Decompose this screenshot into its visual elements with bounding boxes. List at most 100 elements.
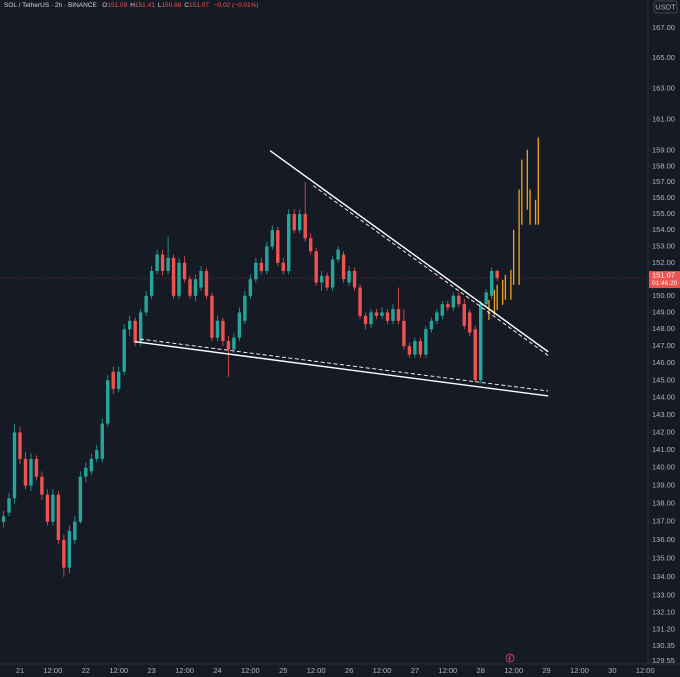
candle-body bbox=[138, 312, 143, 343]
candle-body bbox=[193, 279, 198, 296]
candle-body bbox=[462, 304, 466, 326]
x-tick-label: 22 bbox=[82, 666, 90, 675]
candle-body bbox=[122, 329, 126, 372]
candle-body bbox=[489, 270, 494, 296]
x-tick-label: 12:00 bbox=[44, 666, 63, 675]
y-tick-label: 147.00 bbox=[652, 341, 675, 350]
y-tick-label: 150.00 bbox=[652, 291, 675, 300]
candle-body bbox=[281, 262, 285, 271]
y-tick-label: 155.00 bbox=[652, 209, 675, 218]
x-tick-label: 12:00 bbox=[109, 666, 128, 675]
x-tick-label: 12:00 bbox=[373, 666, 392, 675]
candle-body bbox=[413, 341, 417, 355]
x-tick-label: 12:00 bbox=[504, 666, 523, 675]
candle-body bbox=[276, 230, 280, 263]
y-tick-label: 163.00 bbox=[652, 84, 675, 93]
y-tick-label: 133.00 bbox=[652, 591, 675, 600]
candle-body bbox=[303, 214, 307, 239]
y-tick-label: 167.00 bbox=[652, 23, 675, 32]
candle-body bbox=[182, 262, 187, 280]
candle-body bbox=[402, 320, 406, 347]
candle-body bbox=[292, 214, 296, 231]
candle-body bbox=[429, 320, 434, 330]
trendline bbox=[134, 341, 549, 397]
candle-body bbox=[385, 312, 390, 321]
y-tick-label: 153.00 bbox=[652, 241, 675, 250]
candle-body bbox=[40, 476, 44, 495]
candle-body bbox=[226, 341, 231, 350]
trendline bbox=[269, 150, 549, 353]
candle-body bbox=[1, 516, 6, 522]
candle-body bbox=[248, 279, 253, 296]
candle-body bbox=[127, 320, 132, 330]
candle-body bbox=[446, 304, 450, 308]
candle-body bbox=[495, 270, 499, 279]
lightning-bolt[interactable] bbox=[507, 654, 512, 662]
candle-body bbox=[117, 371, 121, 389]
candle-body bbox=[45, 494, 50, 522]
candle-body bbox=[177, 262, 181, 296]
candle-body bbox=[84, 467, 88, 477]
candle-body bbox=[149, 270, 154, 296]
plot-area bbox=[0, 137, 648, 577]
y-tick-label: 156.00 bbox=[652, 193, 675, 202]
candle-body bbox=[287, 214, 291, 271]
candle-body bbox=[67, 530, 72, 568]
y-tick-label: 140.00 bbox=[652, 463, 675, 472]
lightning-circle[interactable] bbox=[505, 653, 515, 663]
candle-body bbox=[380, 312, 384, 316]
candle-body bbox=[484, 292, 488, 305]
candle-body bbox=[111, 371, 115, 389]
candle-body bbox=[188, 279, 192, 296]
candle-body bbox=[341, 254, 346, 280]
candle-body bbox=[374, 312, 379, 316]
y-tick-label: 149.00 bbox=[652, 307, 675, 316]
lightning-icon[interactable] bbox=[505, 653, 515, 663]
ohlc-value: 150.88 bbox=[161, 2, 182, 9]
candle-body bbox=[100, 423, 104, 459]
candle-body bbox=[336, 249, 340, 260]
x-tick-label: 12:00 bbox=[175, 666, 194, 675]
candle-body bbox=[221, 320, 225, 342]
y-tick-label: 158.00 bbox=[652, 161, 675, 170]
candle-body bbox=[254, 262, 258, 280]
y-tick-label: 144.00 bbox=[652, 393, 675, 402]
y-tick-label: 152.00 bbox=[652, 258, 675, 267]
candle-body bbox=[363, 315, 368, 325]
y-tick-label: 136.00 bbox=[652, 535, 675, 544]
y-tick-label: 137.00 bbox=[652, 517, 675, 526]
last-price-label: 151.07 bbox=[652, 271, 675, 280]
candle-body bbox=[314, 251, 318, 283]
x-tick-label: 24 bbox=[213, 666, 221, 675]
ohlc-key: O bbox=[102, 2, 108, 9]
candle-body bbox=[106, 380, 110, 424]
candle-body bbox=[369, 312, 373, 325]
candle-body bbox=[62, 540, 66, 568]
currency-box[interactable] bbox=[653, 0, 678, 14]
trendline bbox=[312, 185, 549, 356]
y-tick-label: 142.00 bbox=[652, 427, 675, 436]
candle-body bbox=[424, 329, 428, 355]
ohlc-key: H bbox=[130, 2, 135, 9]
y-tick-label: 165.00 bbox=[652, 53, 675, 62]
last-price-box bbox=[649, 271, 680, 289]
x-tick-label: 27 bbox=[411, 666, 419, 675]
y-tick-label: 131.20 bbox=[652, 625, 675, 634]
currency-label[interactable]: USDT bbox=[655, 2, 676, 11]
candle-body bbox=[166, 257, 170, 271]
candle-body bbox=[435, 312, 439, 321]
candle-body bbox=[270, 230, 274, 247]
ohlc-value: 151.07 bbox=[189, 2, 209, 9]
y-tick-label: 145.00 bbox=[652, 375, 675, 384]
candle-body bbox=[95, 450, 99, 459]
candle-body bbox=[243, 295, 247, 321]
candle-body bbox=[215, 320, 220, 338]
candle-body bbox=[440, 304, 445, 316]
candle-body bbox=[319, 275, 324, 283]
candle-body bbox=[352, 270, 357, 288]
candle-body bbox=[330, 259, 335, 288]
symbol-header: SOL / TetherUS · 2h · BINANCE O151.09 H15… bbox=[4, 2, 262, 9]
y-tick-label: 134.00 bbox=[652, 572, 675, 581]
candle-body bbox=[457, 295, 461, 305]
